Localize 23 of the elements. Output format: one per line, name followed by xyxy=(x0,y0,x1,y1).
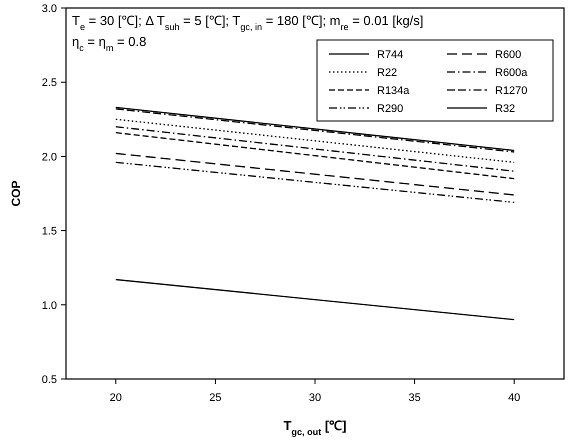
y-tick-label: 2.5 xyxy=(42,77,57,90)
y-axis-title: COP xyxy=(9,180,23,207)
y-tick-label: 2.0 xyxy=(42,151,57,164)
y-tick-label: 0.5 xyxy=(42,374,57,386)
x-tick-label: 30 xyxy=(308,392,322,404)
x-tick-label: 20 xyxy=(110,392,122,404)
legend-label: R32 xyxy=(495,103,516,115)
annotation: η$_{c}$ = η$_{m}$ = 0.8 xyxy=(72,34,146,53)
x-tick-label: 25 xyxy=(209,392,222,404)
text: T$_{e}$ = 30 [℃]; Δ T$_{suh}$ = 5 [℃]; T$_{gc, in}$ = 180 [℃]; m$_{re}$ = 0.01 [kg/s] xyxy=(72,13,424,32)
legend-label: R134a xyxy=(377,85,410,97)
legend-label: R290 xyxy=(377,103,404,115)
y-tick-label: 3.0 xyxy=(42,3,57,15)
y-tick-label: 1.0 xyxy=(42,300,57,312)
legend-label: R744 xyxy=(377,49,404,61)
y-tick-label: 1.5 xyxy=(42,226,57,238)
legend-label: R600 xyxy=(495,49,522,61)
x-axis-title: T$_{gc, out}$ [℃] xyxy=(283,418,347,437)
legend-label: R1270 xyxy=(495,85,528,97)
legend-label: R22 xyxy=(377,67,398,79)
legend-label: R600a xyxy=(495,67,528,79)
x-tick-label: 35 xyxy=(408,392,421,404)
x-tick-label: 40 xyxy=(508,392,520,404)
